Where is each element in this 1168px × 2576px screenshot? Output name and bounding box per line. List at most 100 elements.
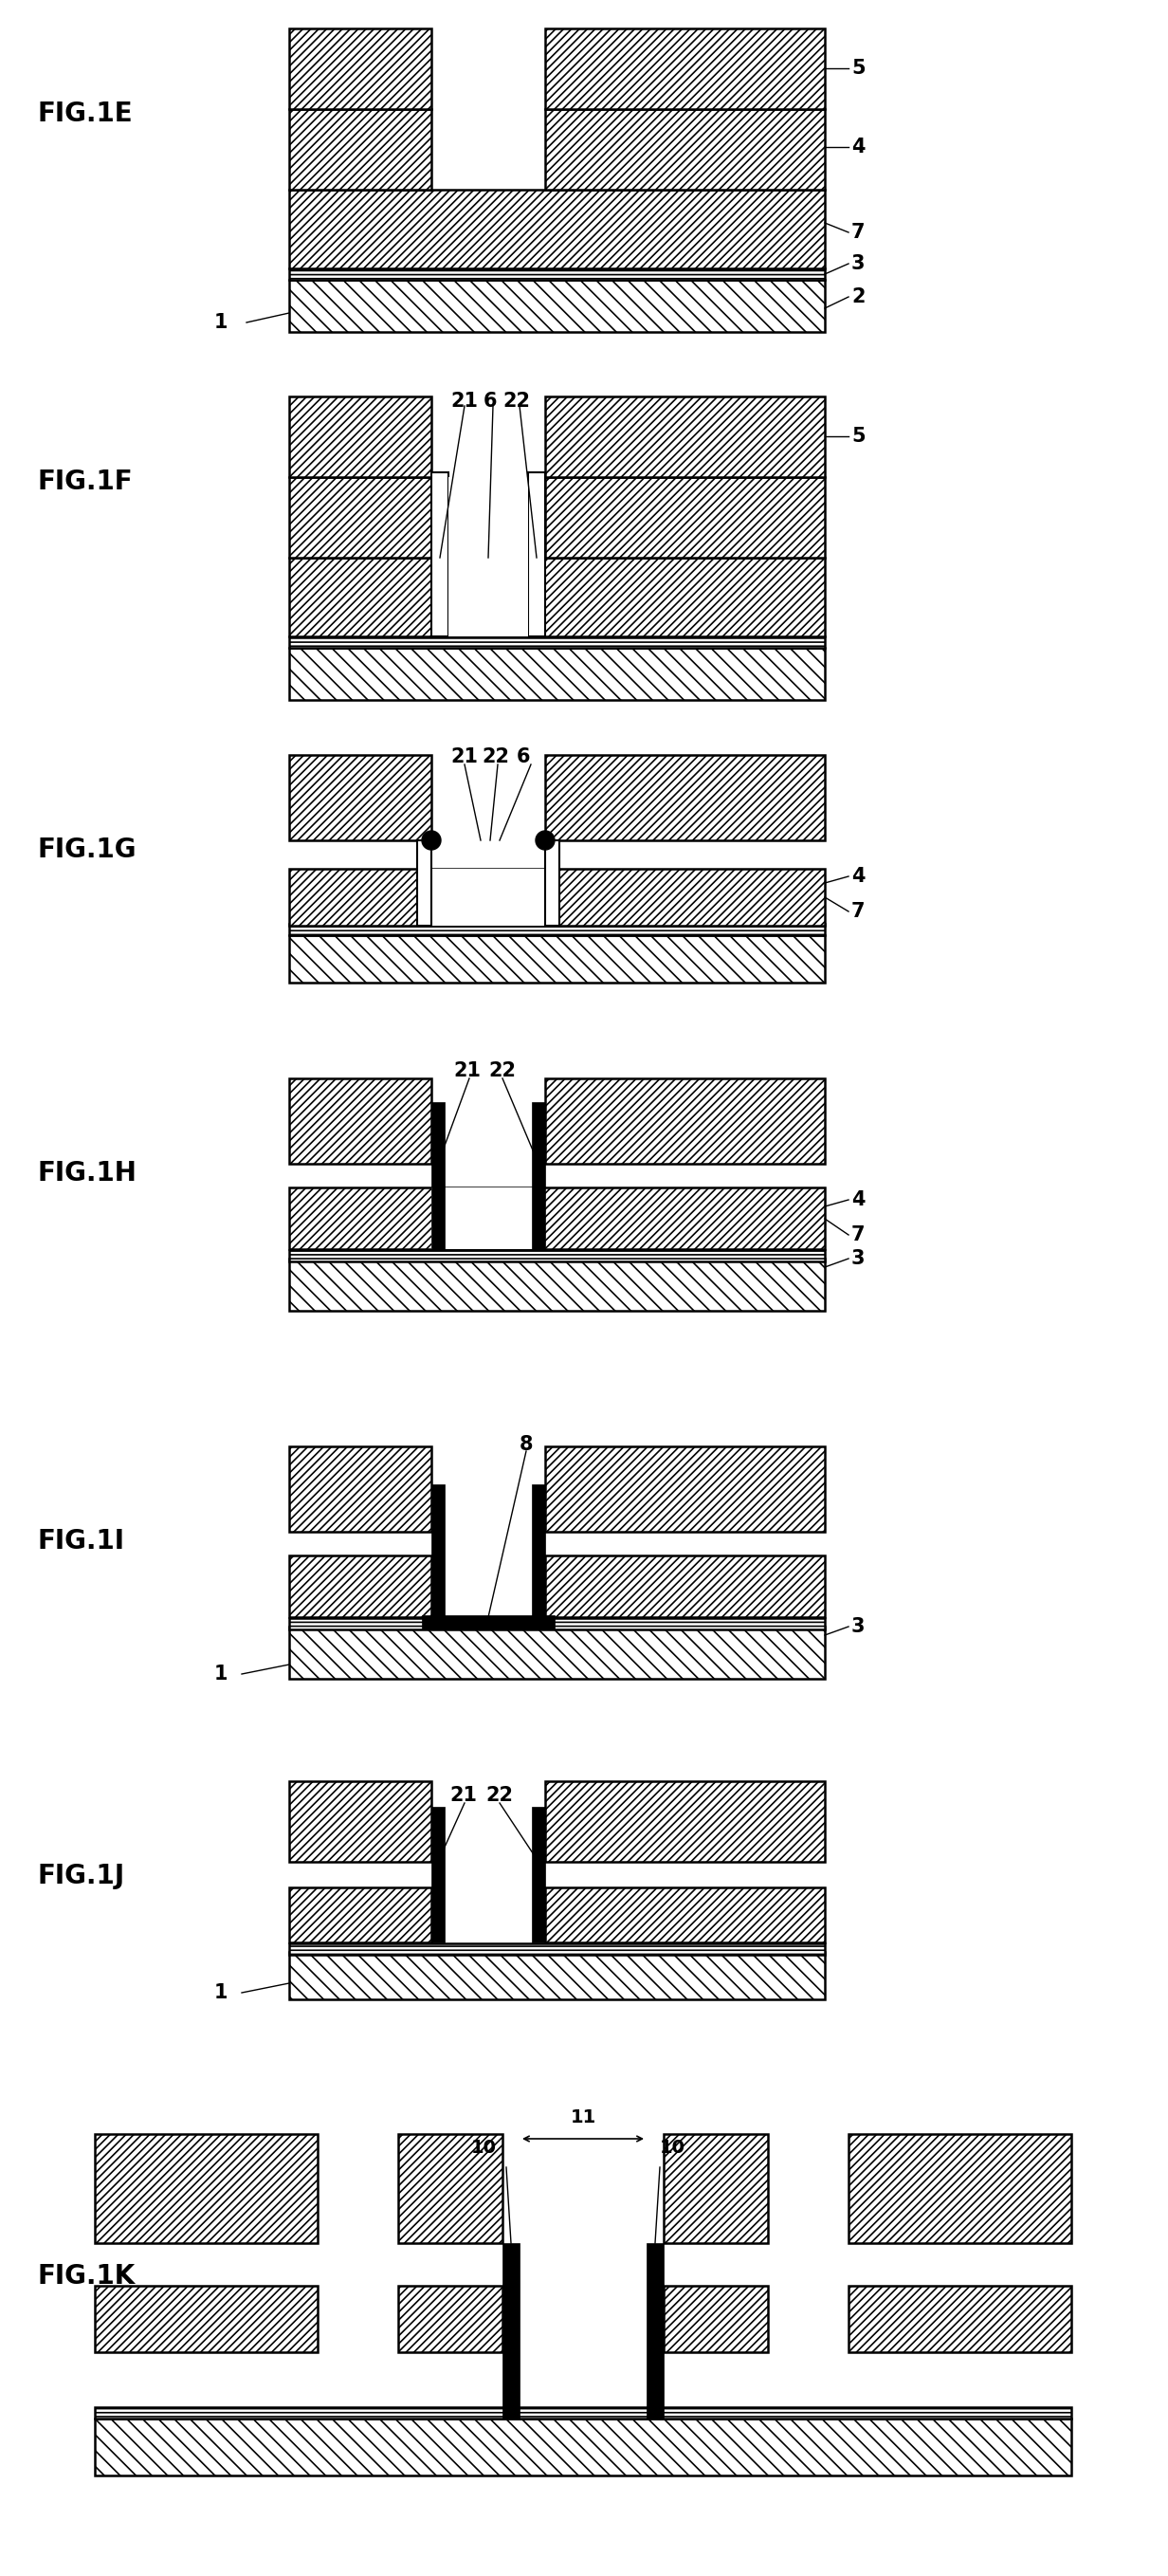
Bar [449,477,528,636]
Bar [545,1780,825,1862]
Text: FIG.1F: FIG.1F [37,469,133,495]
Bar [95,2406,1071,2419]
Text: 7: 7 [851,902,865,922]
Bar [290,281,825,332]
Bar [290,1618,825,1631]
Bar [290,636,825,647]
Text: 6: 6 [516,747,530,765]
Bar [528,471,545,636]
Bar [663,2133,767,2244]
Bar [417,840,431,925]
Text: 1: 1 [214,1664,228,1685]
Text: 7: 7 [851,224,865,242]
Text: 8: 8 [520,1435,534,1453]
Bar [545,755,825,840]
Bar [398,2285,502,2352]
Bar [545,1888,825,1942]
Bar [290,397,431,477]
Bar [290,191,825,268]
Text: 10: 10 [660,2138,686,2156]
Bar [290,647,825,701]
Text: 1: 1 [214,314,228,332]
Bar [290,1953,825,1999]
Text: FIG.1J: FIG.1J [37,1862,125,1888]
Bar [545,28,825,108]
Bar [290,1249,825,1262]
Bar [290,1445,431,1533]
Bar [663,2285,767,2352]
Text: 4: 4 [851,868,865,886]
Bar [422,1615,555,1631]
Bar [848,2133,1071,2244]
Text: FIG.1K: FIG.1K [37,2262,135,2290]
Bar [290,1780,431,1862]
Circle shape [422,832,440,850]
Bar [290,108,431,191]
Text: FIG.1E: FIG.1E [37,100,133,126]
Text: 7: 7 [851,1226,865,1244]
Text: 22: 22 [488,1061,516,1079]
Bar [545,1079,825,1164]
Bar [431,1806,445,1942]
Bar [848,2285,1071,2352]
Text: 22: 22 [502,392,530,410]
Text: 2: 2 [851,289,865,307]
Bar [290,1888,431,1942]
Bar [290,28,431,108]
Text: 21: 21 [451,747,478,765]
Bar [545,477,825,556]
Bar [545,1445,825,1533]
Text: 3: 3 [851,1618,865,1636]
Text: 6: 6 [484,392,498,410]
Bar [431,471,449,636]
Circle shape [536,832,555,850]
Bar [502,2244,520,2419]
Bar [545,1556,825,1618]
Text: 3: 3 [851,255,865,273]
Text: 3: 3 [851,1249,865,1267]
Text: 5: 5 [851,59,865,77]
Bar [290,1188,825,1249]
Bar [431,556,545,636]
Bar [545,840,559,925]
Bar [545,108,825,191]
Bar [290,477,431,556]
Text: FIG.1G: FIG.1G [37,837,137,863]
Text: 21: 21 [451,392,478,410]
Bar [290,935,825,981]
Bar [290,1942,825,1955]
Bar [290,1625,825,1680]
Text: 10: 10 [471,2138,496,2156]
Text: 11: 11 [570,2107,596,2125]
Bar [290,755,431,840]
Bar [431,1188,545,1249]
Text: 22: 22 [481,747,509,765]
Bar [290,556,825,636]
Bar [95,2133,318,2244]
Bar [290,1556,431,1618]
Text: FIG.1H: FIG.1H [37,1159,138,1188]
Text: 21: 21 [453,1061,481,1079]
Bar [531,1103,545,1249]
Bar [290,1079,431,1164]
Bar [398,2133,502,2244]
Text: 22: 22 [486,1785,513,1806]
Bar [431,1484,445,1618]
Bar [531,1806,545,1942]
Bar [95,2419,1071,2476]
Text: 21: 21 [450,1785,477,1806]
Bar [290,1260,825,1311]
Text: 4: 4 [851,1190,865,1208]
Bar [95,2285,318,2352]
Bar [290,925,825,935]
Bar [290,268,825,281]
Text: FIG.1I: FIG.1I [37,1528,125,1553]
Bar [431,1103,445,1249]
Text: 5: 5 [851,428,865,446]
Text: 1: 1 [214,1984,228,2002]
Bar [431,868,545,925]
Bar [290,868,825,925]
Bar [647,2244,663,2419]
Bar [531,1484,545,1618]
Text: 4: 4 [851,137,865,157]
